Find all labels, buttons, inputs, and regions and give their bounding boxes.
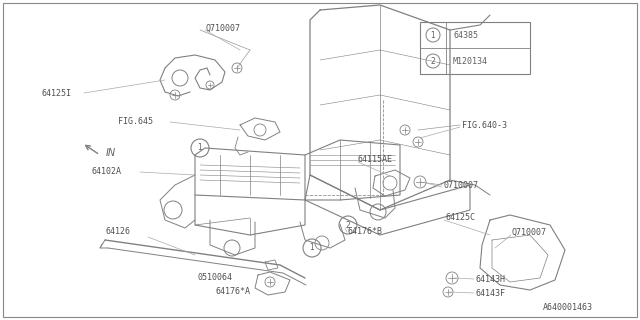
Text: 64125C: 64125C bbox=[445, 213, 475, 222]
Text: 64126: 64126 bbox=[105, 228, 130, 236]
Text: FIG.645: FIG.645 bbox=[118, 117, 153, 126]
Text: A640001463: A640001463 bbox=[543, 303, 593, 313]
Text: 64143H: 64143H bbox=[476, 275, 506, 284]
Text: 2: 2 bbox=[431, 57, 435, 66]
Text: 64143F: 64143F bbox=[476, 289, 506, 298]
Text: 64102A: 64102A bbox=[92, 167, 122, 177]
FancyBboxPatch shape bbox=[420, 22, 530, 74]
Text: FIG.640-3: FIG.640-3 bbox=[462, 121, 507, 130]
Text: Q710007: Q710007 bbox=[511, 228, 546, 236]
Text: 64115AE: 64115AE bbox=[358, 156, 393, 164]
Text: 1: 1 bbox=[198, 143, 202, 153]
Text: Q710007: Q710007 bbox=[205, 23, 240, 33]
Text: 0710007: 0710007 bbox=[444, 180, 479, 189]
Text: IN: IN bbox=[106, 148, 116, 158]
Text: 64176*B: 64176*B bbox=[348, 228, 383, 236]
Text: 1: 1 bbox=[310, 244, 314, 252]
Text: M120134: M120134 bbox=[453, 57, 488, 66]
Text: 64176*A: 64176*A bbox=[215, 287, 250, 297]
Text: 0510064: 0510064 bbox=[198, 274, 233, 283]
Text: 64385: 64385 bbox=[453, 30, 478, 39]
Text: 2: 2 bbox=[346, 220, 350, 229]
Text: 64125I: 64125I bbox=[42, 89, 72, 98]
Text: 1: 1 bbox=[431, 30, 435, 39]
